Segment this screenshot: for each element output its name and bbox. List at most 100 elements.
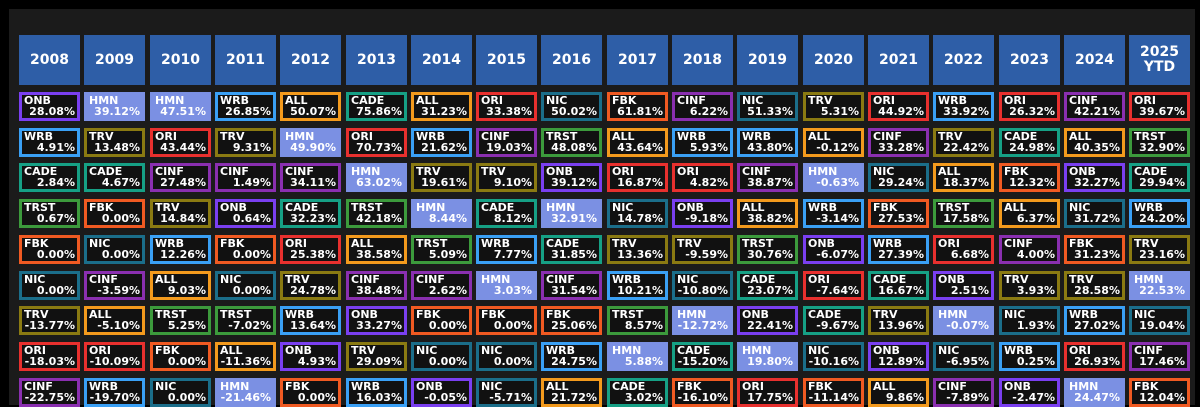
return-cell: ORI -18.03% [19,342,80,371]
return-value: 0.00% [101,248,140,261]
ticker-label: NIC [89,237,111,250]
return-value: 31.23% [421,105,467,118]
ticker-label: CADE [1134,165,1168,178]
return-cell: CINF 19.03% [476,128,537,157]
return-cell: ALL 50.07% [280,92,341,121]
ticker-label: ORI [89,344,111,357]
return-cell: TRV 13.48% [84,128,145,157]
return-value: 51.33% [747,105,793,118]
ticker-label: FBK [808,380,833,393]
return-value: 24.20% [1139,212,1185,225]
return-value: 27.02% [1074,319,1120,332]
return-value: 12.04% [1139,391,1185,404]
year-header: 2011 [215,35,276,85]
ticker-label: WRB [285,308,314,321]
ticker-label: HMN [742,344,772,357]
ticker-label: FBK [155,344,180,357]
return-cell: CADE 29.94% [1129,163,1190,192]
return-value: 28.08% [29,105,75,118]
return-cell: TRST 5.25% [150,306,211,335]
return-value: -10.16% [808,355,859,368]
return-cell: WRB 10.21% [607,271,668,300]
return-value: 2.84% [36,176,75,189]
return-cell: CINF 34.11% [280,163,341,192]
return-cell: CINF 31.54% [541,271,602,300]
return-value: 70.73% [356,141,402,154]
year-header: 2021 [868,35,929,85]
return-cell: CINF -3.59% [84,271,145,300]
return-value: -9.67% [816,319,859,332]
ticker-label: CADE [351,94,385,107]
ticker-label: WRB [612,273,641,286]
return-cell: NIC 14.78% [607,199,668,228]
return-cell: ALL -11.36% [215,342,276,371]
ticker-label: ALL [873,380,896,393]
ticker-label: CINF [24,380,53,393]
return-value: 2.51% [950,284,989,297]
ticker-label: ONB [808,237,835,250]
return-value: 34.11% [290,176,336,189]
return-value: 5.31% [820,105,859,118]
return-value: 24.47% [1074,391,1120,404]
ticker-label: ALL [1069,130,1092,143]
ticker-label: NIC [742,94,764,107]
return-value: 31.54% [551,284,597,297]
return-cell: HMN 49.90% [280,128,341,157]
return-value: 5.93% [689,141,728,154]
return-value: 0.25% [1016,355,1055,368]
ticker-label: TRST [612,308,644,321]
year-header: 2024 [1064,35,1125,85]
ticker-label: ALL [155,273,178,286]
ticker-label: NIC [481,380,503,393]
return-value: 17.46% [1139,355,1185,368]
ticker-label: WRB [873,237,902,250]
return-value: 19.61% [421,176,467,189]
ticker-label: ONB [285,344,312,357]
ticker-label: FBK [873,201,898,214]
year-header: 2025 YTD [1129,35,1190,85]
ticker-label: HMN [546,201,576,214]
ticker-label: CADE [481,201,515,214]
ticker-label: ALL [1004,201,1027,214]
ticker-label: TRST [416,237,448,250]
return-cell: WRB 43.80% [737,128,798,157]
return-value: 32.91% [551,212,597,225]
returns-quilt-table: 2008 2009 2010 2011 2012 2013 2014 2015 2016 2017… [9,9,1195,407]
ticker-label: NIC [808,344,830,357]
ticker-label: CINF [1134,344,1163,357]
return-cell: FBK 12.04% [1129,378,1190,407]
return-value: 13.64% [290,319,336,332]
return-value: 9.86% [885,391,924,404]
return-cell: CINF 38.87% [737,163,798,192]
return-cell: NIC 0.00% [411,342,472,371]
return-cell: ONB -2.47% [999,378,1060,407]
return-value: 42.21% [1074,105,1120,118]
ticker-label: CINF [285,165,314,178]
return-cell: WRB 24.75% [541,342,602,371]
return-cell: HMN 24.47% [1064,378,1125,407]
ticker-label: NIC [546,94,568,107]
return-value: 39.12% [94,105,140,118]
return-value: 2.62% [428,284,467,297]
return-cell: ALL 40.35% [1064,128,1125,157]
ticker-label: CINF [873,130,902,143]
year-header: 2018 [672,35,733,85]
ticker-label: TRST [24,201,56,214]
ticker-label: ORI [1134,94,1156,107]
return-value: 23.16% [1139,248,1185,261]
ticker-label: CINF [416,273,445,286]
return-value: 25.38% [290,248,336,261]
return-cell: HMN 5.88% [607,342,668,371]
return-cell: ONB 2.51% [933,271,994,300]
return-cell: TRV 23.16% [1129,235,1190,264]
ticker-label: NIC [155,380,177,393]
return-value: -15.20% [677,355,728,368]
return-cell: HMN 47.51% [150,92,211,121]
return-cell: ONB 4.93% [280,342,341,371]
return-value: 6.68% [950,248,989,261]
return-value: -12.72% [677,319,728,332]
ticker-label: FBK [677,380,702,393]
return-cell: HMN 3.03% [476,271,537,300]
return-value: -3.59% [97,284,140,297]
return-cell: ONB 32.27% [1064,163,1125,192]
